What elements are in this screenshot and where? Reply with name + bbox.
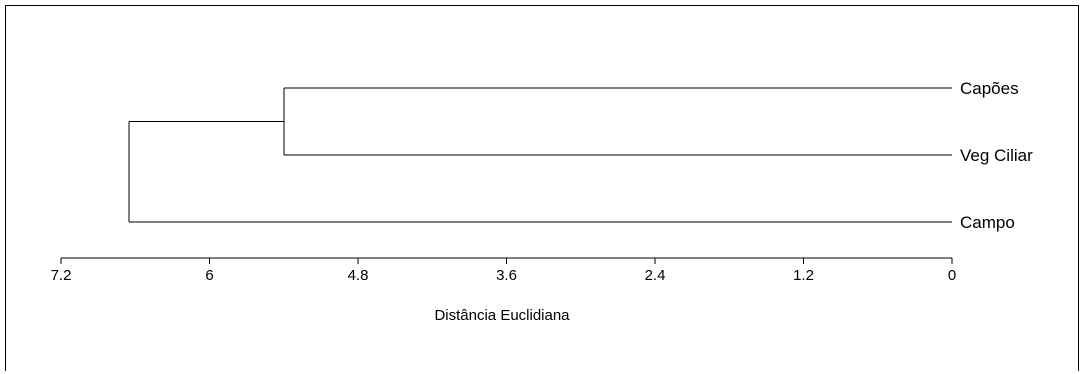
x-axis: 7.2 6 4.8 3.6 2.4 1.2 0 (51, 257, 956, 284)
x-tick-label: 7.2 (51, 267, 72, 284)
x-axis-title: Distância Euclidiana (434, 307, 570, 324)
x-tick-label: 0 (948, 267, 956, 284)
x-tick-label: 2.4 (645, 267, 666, 284)
x-tick-label: 3.6 (496, 267, 517, 284)
x-tick-label: 4.8 (348, 267, 369, 284)
x-tick-label: 1.2 (793, 267, 814, 284)
chart-frame: Capões Veg Ciliar Campo 7.2 6 4.8 3.6 2.4 1.2 0 … (5, 5, 1079, 371)
leaf-label-campo: Campo (960, 213, 1015, 232)
leaf-label-cap-es: Capões (960, 79, 1019, 98)
leaf-labels: Capões Veg Ciliar Campo (960, 79, 1033, 232)
leaf-label-veg-ciliar: Veg Ciliar (960, 146, 1033, 165)
x-tick-label: 6 (205, 267, 213, 284)
dendrogram-branches (128, 87, 952, 223)
